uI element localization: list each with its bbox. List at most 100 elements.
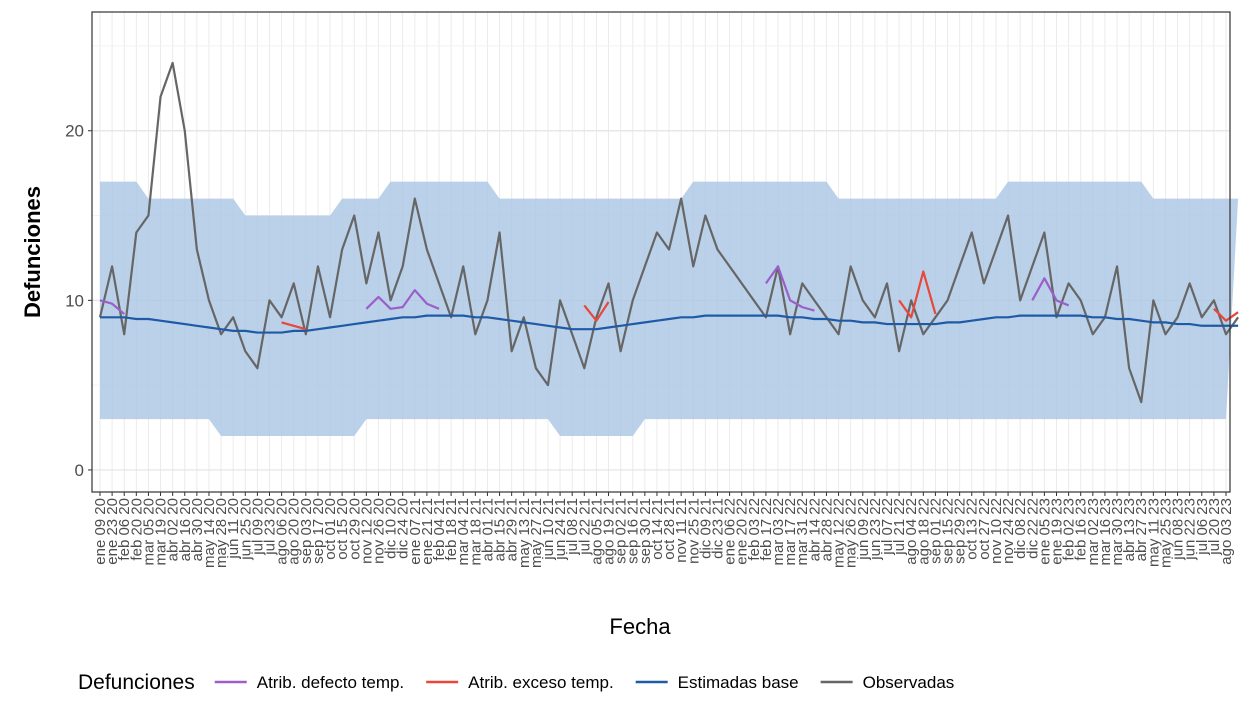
x-tick-label: ene 06 22 <box>722 498 739 565</box>
x-tick-label: abr 29 21 <box>504 498 521 561</box>
x-tick-label: may 26 22 <box>843 498 860 568</box>
x-tick-label: ene 05 23 <box>1036 498 1053 565</box>
x-tick-label: feb 16 23 <box>1073 498 1090 561</box>
x-tick-label: mar 05 20 <box>140 498 157 566</box>
x-tick-label: nov 11 21 <box>673 498 690 563</box>
x-tick-label: jun 09 22 <box>855 498 872 561</box>
x-tick-label: ago 19 21 <box>601 498 618 565</box>
x-tick-label: oct 01 20 <box>322 498 339 560</box>
x-tick-label: feb 06 20 <box>116 498 133 561</box>
series-line <box>99 265 1070 315</box>
x-tick-label: dic 08 22 <box>1012 498 1029 559</box>
x-tick-label: mar 04 21 <box>455 498 472 566</box>
x-tick-label: feb 18 21 <box>443 498 460 561</box>
x-tick-label: ago 03 23 <box>1218 498 1235 565</box>
x-tick-label: jul 06 23 <box>1194 498 1211 556</box>
x-tick-label: feb 02 23 <box>1061 498 1078 561</box>
x-tick-label: ago 04 22 <box>903 498 920 565</box>
x-tick-label: jun 23 22 <box>867 498 884 561</box>
x-tick-label: jul 22 21 <box>576 498 593 556</box>
x-tick-label: mar 19 20 <box>153 498 170 566</box>
x-tick-label: nov 26 20 <box>370 498 387 564</box>
x-tick-label: ago 20 20 <box>286 498 303 565</box>
x-tick-label: ene 07 21 <box>407 498 424 565</box>
x-tick-label: may 27 21 <box>528 498 545 568</box>
x-tick-label: jun 25 20 <box>237 498 254 561</box>
x-tick-label: abr 28 22 <box>818 498 835 561</box>
series-line <box>100 314 1239 334</box>
series-line <box>281 270 1239 331</box>
x-tick-label: mar 30 23 <box>1109 498 1126 566</box>
x-tick-label: sep 03 20 <box>298 498 315 564</box>
x-tick-label: mar 17 22 <box>782 498 799 566</box>
x-tick-label: abr 14 22 <box>806 498 823 561</box>
x-tick-label: ago 18 22 <box>915 498 932 565</box>
x-tick-label: nov 10 22 <box>988 498 1005 564</box>
y-tick-label: 20 <box>65 122 84 141</box>
x-tick-label: jul 20 23 <box>1206 498 1223 556</box>
x-tick-label: nov 25 21 <box>685 498 702 564</box>
x-tick-label: may 13 21 <box>516 498 533 568</box>
x-tick-label: ago 05 21 <box>588 498 605 565</box>
band <box>100 181 1239 437</box>
x-tick-label: nov 24 22 <box>1000 498 1017 564</box>
x-tick-label: dic 23 21 <box>709 498 726 559</box>
x-tick-label: dic 10 20 <box>383 498 400 559</box>
x-tick-label: dic 22 22 <box>1024 498 1041 559</box>
x-tick-label: mar 03 22 <box>770 498 787 566</box>
x-tick-label: oct 14 21 <box>649 498 666 560</box>
x-tick-label: oct 28 21 <box>661 498 678 560</box>
x-tick-label: jun 22 23 <box>1182 498 1199 561</box>
x-tick-label: abr 30 20 <box>189 498 206 561</box>
x-tick-label: feb 04 21 <box>431 498 448 561</box>
x-tick-label: sep 01 22 <box>927 498 944 564</box>
x-tick-label: ene 19 23 <box>1048 498 1065 565</box>
x-tick-label: abr 15 21 <box>492 498 509 561</box>
x-tick-label: jul 23 20 <box>262 498 279 556</box>
x-tick-label: ene 21 21 <box>419 498 436 565</box>
x-tick-label: jul 21 22 <box>891 498 908 556</box>
legend-label: Atrib. defecto temp. <box>257 673 404 692</box>
x-tick-label: may 11 23 <box>1145 498 1162 567</box>
x-tick-label: jul 08 21 <box>564 498 581 556</box>
y-tick-label: 0 <box>75 461 84 480</box>
x-tick-label: may 12 22 <box>831 498 848 568</box>
x-tick-label: feb 17 22 <box>758 498 775 561</box>
x-tick-label: oct 15 20 <box>334 498 351 560</box>
x-tick-label: oct 13 22 <box>964 498 981 560</box>
x-tick-label: mar 02 23 <box>1085 498 1102 566</box>
x-tick-label: abr 27 23 <box>1133 498 1150 561</box>
x-tick-label: sep 30 21 <box>637 498 654 564</box>
x-tick-label: oct 27 22 <box>976 498 993 560</box>
x-tick-label: ene 23 20 <box>104 498 121 565</box>
x-tick-label: sep 17 20 <box>310 498 327 564</box>
x-tick-label: jun 24 21 <box>552 498 569 561</box>
x-tick-label: jun 11 20 <box>225 498 242 560</box>
x-tick-label: abr 13 23 <box>1121 498 1138 561</box>
x-tick-label: abr 16 20 <box>177 498 194 561</box>
x-tick-label: may 14 20 <box>201 498 218 568</box>
x-tick-label: nov 12 20 <box>358 498 375 564</box>
x-tick-label: sep 02 21 <box>613 498 630 564</box>
x-tick-label: ene 20 22 <box>734 498 751 565</box>
y-axis-title: Defunciones <box>20 186 45 318</box>
series-line <box>98 61 1240 404</box>
x-tick-label: sep 29 22 <box>952 498 969 564</box>
x-tick-label: sep 16 21 <box>625 498 642 564</box>
x-tick-label: may 28 20 <box>213 498 230 568</box>
legend-title: Defunciones <box>78 671 195 694</box>
panel-border <box>91 11 1231 493</box>
x-tick-label: abr 02 20 <box>165 498 182 561</box>
x-tick-label: ene 09 20 <box>92 498 109 565</box>
x-tick-label: ago 06 20 <box>274 498 291 565</box>
x-tick-label: mar 31 22 <box>794 498 811 566</box>
x-tick-label: dic 09 21 <box>697 498 714 559</box>
x-tick-label: dic 24 20 <box>395 498 412 559</box>
x-tick-label: jun 10 21 <box>540 498 557 561</box>
x-tick-label: sep 15 22 <box>940 498 957 564</box>
x-tick-label: feb 03 22 <box>746 498 763 561</box>
x-tick-label: feb 20 20 <box>128 498 145 561</box>
x-tick-label: mar 18 21 <box>467 498 484 566</box>
x-axis-title: Fecha <box>609 614 671 639</box>
